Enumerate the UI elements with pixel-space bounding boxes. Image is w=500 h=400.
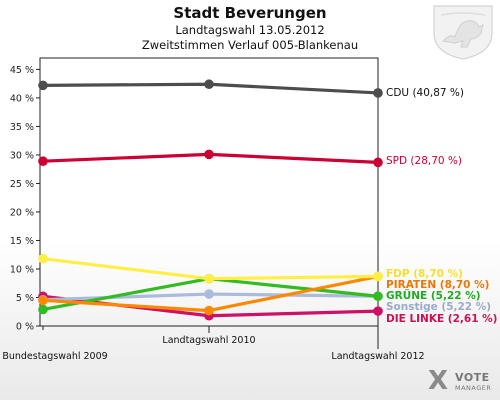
series-end-label-sonstige: Sonstige (5,22 %)	[386, 301, 491, 313]
y-tick-label: 15 %	[10, 236, 34, 247]
data-point-sonstige	[204, 289, 214, 299]
data-point-cdu	[373, 88, 383, 98]
y-tick-label: 5 %	[16, 293, 34, 304]
x-tick-label: Landtagswahl 2012	[331, 351, 424, 362]
chart-axes: 0 % 5 % 10 % 15 % 20 % 25 % 30 % 35 % 40 % 45 % Bu…	[2, 57, 425, 362]
series-end-label-cdu: CDU (40,87 %)	[386, 87, 464, 99]
chart-subtitle: Landtagswahl 13.05.2012	[175, 23, 325, 37]
x-tick-label: Bundestagswahl 2009	[2, 351, 107, 362]
y-tick-label: 35 %	[10, 122, 34, 133]
y-tick-label: 10 %	[10, 264, 34, 275]
data-point-piraten	[204, 305, 214, 316]
logo-word-manager: MANAGER	[455, 384, 492, 392]
y-tick-label: 40 %	[10, 93, 34, 104]
y-tick-label: 20 %	[10, 207, 34, 218]
data-point-grüne	[38, 304, 48, 315]
series-end-label-spd: SPD (28,70 %)	[386, 155, 462, 167]
data-point-fdp	[373, 271, 383, 282]
series-end-label-piraten: PIRATEN (8,70 %)	[386, 279, 489, 291]
data-point-cdu	[204, 79, 214, 90]
y-tick-label: 0 %	[16, 322, 34, 333]
data-point-grüne	[373, 291, 383, 302]
data-point-spd	[204, 149, 214, 160]
chart-series	[38, 79, 383, 321]
data-point-die-linke	[373, 306, 383, 316]
data-point-piraten	[38, 295, 48, 306]
chart-title: Stadt Beverungen	[173, 4, 327, 22]
data-point-cdu	[38, 80, 48, 91]
series-end-label-fdp: FDP (8,70 %)	[386, 268, 463, 280]
data-point-fdp	[38, 253, 48, 264]
x-tick-label: Landtagswahl 2010	[162, 335, 255, 346]
series-end-label-die-linke: DIE LINKE (2,61 %)	[386, 313, 497, 325]
series-labels: CDU (40,87 %) SPD (28,70 %) FDP (8,70 %)PI…	[386, 87, 497, 325]
y-tick-label: 25 %	[10, 179, 34, 190]
logo-word-vote: VOTE	[455, 371, 490, 384]
chart-subtitle-2: Zweitstimmen Verlauf 005-Blankenau	[141, 38, 359, 52]
data-point-fdp	[204, 273, 214, 284]
data-point-spd	[373, 157, 383, 168]
series-end-label-grüne: GRÜNE (5,22 %)	[386, 288, 481, 302]
logo-x-mark: X	[428, 366, 449, 396]
y-tick-label: 30 %	[10, 150, 34, 161]
coat-of-arms-icon	[431, 3, 495, 65]
y-tick-label: 45 %	[10, 65, 34, 76]
data-point-spd	[38, 156, 48, 167]
